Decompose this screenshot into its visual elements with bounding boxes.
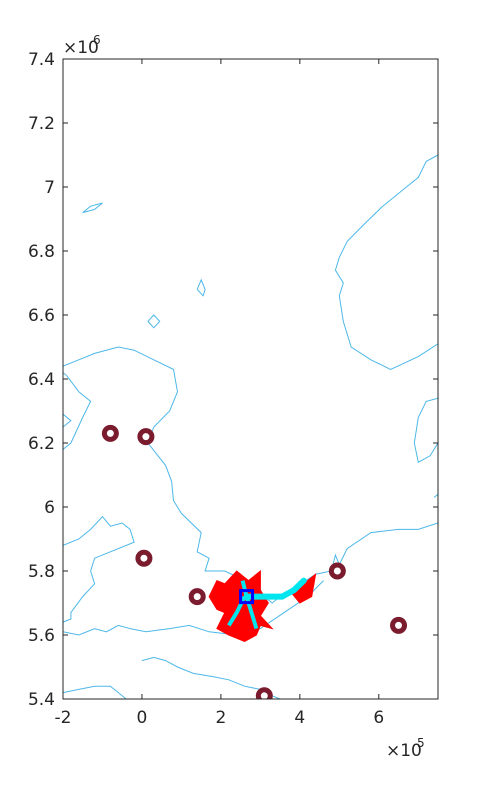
site-marker-5 bbox=[390, 616, 408, 634]
coastline-9 bbox=[334, 154, 438, 370]
y-tick-label-6: 6.6 bbox=[28, 306, 55, 326]
site-marker-1 bbox=[137, 428, 155, 446]
y-tick-label-7: 6.8 bbox=[28, 242, 55, 262]
coastline-11 bbox=[63, 413, 72, 428]
y-scale-exponent: 6 bbox=[93, 33, 101, 47]
coastline-1 bbox=[63, 372, 92, 450]
y-tick-label-4: 6.2 bbox=[28, 434, 55, 454]
site-marker-0 bbox=[101, 424, 119, 442]
coastline-3 bbox=[63, 580, 324, 636]
y-tick-label-0: 5.4 bbox=[28, 690, 55, 710]
x-tick-label-1: 0 bbox=[137, 708, 148, 728]
coastline-8 bbox=[147, 314, 161, 329]
site-marker-6 bbox=[255, 687, 273, 699]
x-tick-label-0: -2 bbox=[55, 708, 72, 728]
coastline-2 bbox=[63, 515, 135, 623]
coastline-7 bbox=[196, 278, 206, 297]
x-scale-multiplier: ×10 bbox=[386, 741, 422, 761]
y-scale-factor: ×10 6 bbox=[63, 33, 101, 58]
x-scale-exponent: 5 bbox=[417, 736, 425, 750]
coastline-6 bbox=[82, 202, 103, 214]
x-tick-label-2: 2 bbox=[215, 708, 226, 728]
coastline-12 bbox=[433, 493, 438, 498]
y-tick-label-10: 7.4 bbox=[28, 50, 55, 70]
coastline-10 bbox=[413, 397, 438, 463]
y-tick-label-5: 6.4 bbox=[28, 370, 55, 390]
y-tick-label-9: 7.2 bbox=[28, 114, 55, 134]
coastline-0 bbox=[63, 346, 438, 604]
origin-marker bbox=[239, 589, 255, 605]
site-marker-4 bbox=[328, 562, 346, 580]
track-line bbox=[243, 577, 307, 600]
y-scale-multiplier: ×10 bbox=[63, 38, 99, 58]
y-tick-label-1: 5.6 bbox=[28, 626, 55, 646]
y-tick-label-2: 5.8 bbox=[28, 562, 55, 582]
site-marker-3 bbox=[188, 588, 206, 606]
axis-ticks: -2 0 2 4 6 5.4 5.6 5.8 6 6.2 6.4 6.6 6.8 7 7.2 7.4 bbox=[28, 50, 438, 728]
x-tick-label-3: 4 bbox=[294, 708, 305, 728]
y-tick-label-8: 7 bbox=[44, 178, 55, 198]
map-data-layer bbox=[63, 154, 438, 699]
site-marker-2 bbox=[135, 549, 153, 567]
x-tick-label-4: 6 bbox=[373, 708, 384, 728]
x-scale-factor: ×10 5 bbox=[386, 736, 425, 761]
coastline-4 bbox=[63, 685, 127, 699]
y-tick-label-3: 6 bbox=[44, 498, 55, 518]
